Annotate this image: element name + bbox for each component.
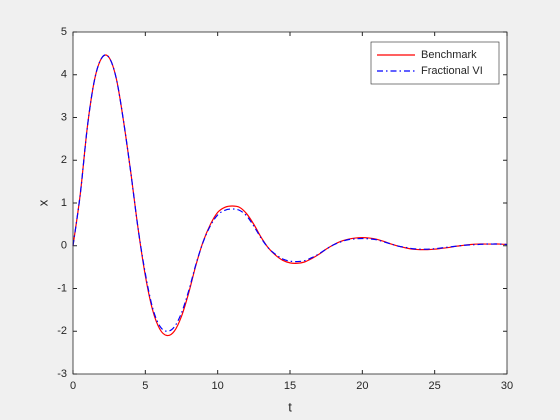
x-tick-label: 30 <box>501 380 513 392</box>
x-tick-label: 10 <box>212 380 224 392</box>
x-tick-label: 20 <box>356 380 368 392</box>
series-line <box>72 54 508 332</box>
x-tick-label: 15 <box>284 380 296 392</box>
y-tick-label: 2 <box>61 154 67 166</box>
y-axis-title: x <box>35 199 50 206</box>
legend-label: Benchmark <box>421 49 477 61</box>
y-tick-label: -1 <box>57 282 67 294</box>
y-tick-label: 1 <box>61 197 67 209</box>
y-tick-label: -2 <box>57 325 67 337</box>
x-tick-label: 25 <box>429 380 441 392</box>
x-axis-title: t <box>288 399 292 414</box>
legend-label: Fractional VI <box>421 65 483 77</box>
y-tick-label: 4 <box>61 69 67 81</box>
y-tick-label: 0 <box>61 240 67 252</box>
plot-area <box>73 32 507 374</box>
y-tick-label: 5 <box>61 26 67 38</box>
y-tick-label: -3 <box>57 368 67 380</box>
y-tick-label: 3 <box>61 111 67 123</box>
x-tick-label: 5 <box>142 380 148 392</box>
legend-box <box>370 41 500 85</box>
axes-box <box>72 31 508 375</box>
x-tick-label: 0 <box>70 380 76 392</box>
